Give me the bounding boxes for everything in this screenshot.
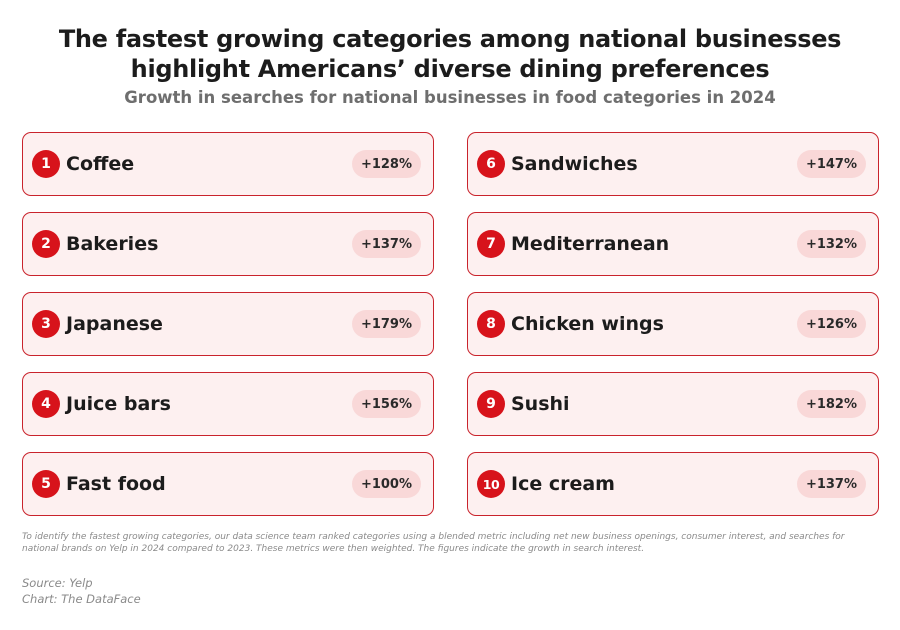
rank-badge: 8	[477, 310, 505, 338]
category-grid: 1 Coffee +128% 6 Sandwiches +147% 2 Bakeries +13…	[22, 132, 879, 516]
growth-value: +147%	[796, 150, 866, 178]
chart-title: The fastest growing categories among nat…	[58, 25, 842, 83]
category-card: 6 Sandwiches +147%	[467, 132, 879, 196]
rank-badge: 6	[477, 150, 505, 178]
source-line: Source: Yelp	[22, 576, 93, 590]
growth-value: +128%	[351, 150, 421, 178]
category-name: Ice cream	[511, 473, 615, 495]
growth-value: +126%	[796, 310, 866, 338]
growth-value: +156%	[351, 390, 421, 418]
rank-badge: 1	[32, 150, 60, 178]
chart-header: The fastest growing categories among nat…	[0, 0, 900, 107]
rank-badge: 7	[477, 230, 505, 258]
rank-badge: 5	[32, 470, 60, 498]
category-name: Juice bars	[66, 393, 171, 415]
category-name: Sandwiches	[511, 153, 638, 175]
category-card: 9 Sushi +182%	[467, 372, 879, 436]
rank-badge: 9	[477, 390, 505, 418]
chart-credits: Source: Yelp Chart: The DataFace	[22, 575, 141, 607]
category-card: 3 Japanese +179%	[22, 292, 434, 356]
category-name: Chicken wings	[511, 313, 664, 335]
category-name: Japanese	[66, 313, 163, 335]
methodology-footnote: To identify the fastest growing categori…	[22, 532, 845, 554]
credit-line: Chart: The DataFace	[22, 592, 141, 606]
category-name: Sushi	[511, 393, 570, 415]
growth-value: +137%	[796, 470, 866, 498]
growth-value: +137%	[351, 230, 421, 258]
category-name: Mediterranean	[511, 233, 670, 255]
category-card: 4 Juice bars +156%	[22, 372, 434, 436]
growth-value: +100%	[351, 470, 421, 498]
category-card: 8 Chicken wings +126%	[467, 292, 879, 356]
rank-badge: 4	[32, 390, 60, 418]
rank-badge: 2	[32, 230, 60, 258]
category-card: 1 Coffee +128%	[22, 132, 434, 196]
category-card: 7 Mediterranean +132%	[467, 212, 879, 276]
category-card: 5 Fast food +100%	[22, 452, 434, 516]
category-card: 10 Ice cream +137%	[467, 452, 879, 516]
rank-badge: 3	[32, 310, 60, 338]
category-name: Coffee	[66, 153, 135, 175]
category-card: 2 Bakeries +137%	[22, 212, 434, 276]
chart-subtitle: Growth in searches for national business…	[124, 88, 776, 107]
category-name: Bakeries	[66, 233, 159, 255]
growth-value: +132%	[796, 230, 866, 258]
growth-value: +179%	[351, 310, 421, 338]
rank-badge: 10	[477, 470, 505, 498]
category-name: Fast food	[66, 473, 166, 495]
growth-value: +182%	[796, 390, 866, 418]
